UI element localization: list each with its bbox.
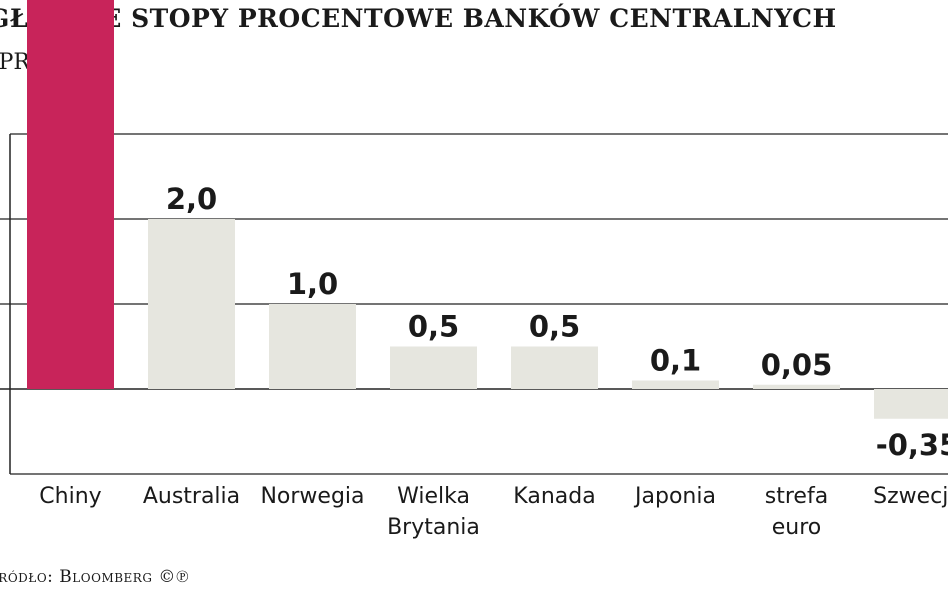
bar	[390, 346, 477, 389]
bar	[27, 0, 114, 390]
data-label: 1,0	[287, 267, 338, 301]
data-label: 0,1	[650, 344, 701, 378]
category-label: Kanada	[513, 484, 595, 509]
bar	[148, 219, 235, 389]
bar	[511, 346, 598, 389]
category-label: Australia	[143, 484, 240, 509]
bar	[753, 384, 840, 389]
data-label: 0,5	[529, 310, 580, 344]
category-label: Wielka	[397, 484, 470, 509]
data-label: 0,05	[761, 348, 833, 382]
category-label: Norwegia	[260, 484, 364, 509]
data-label: 2,0	[166, 182, 217, 216]
category-label: Szwecja	[873, 484, 948, 509]
chart-title: GŁÓWNE STOPY PROCENTOWE BANKÓW CENTRALNY…	[0, 4, 837, 33]
source-note: Źródło: Bloomberg ©℗	[0, 567, 190, 587]
category-label: Chiny	[39, 484, 101, 509]
bar	[632, 380, 719, 389]
category-label: Brytania	[387, 515, 480, 540]
category-label: euro	[772, 515, 822, 540]
data-label: 0,5	[408, 310, 459, 344]
category-label: strefa	[765, 484, 828, 509]
bar	[269, 304, 356, 389]
category-label: Japonia	[633, 484, 716, 509]
bar	[874, 389, 948, 419]
data-label: -0,35	[876, 428, 948, 462]
